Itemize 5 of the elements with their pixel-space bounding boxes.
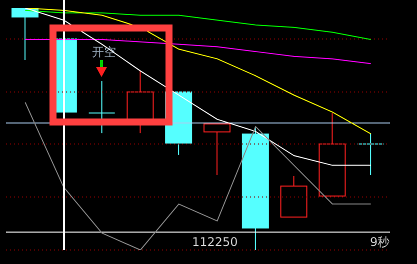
- candlestick: [357, 132, 384, 176]
- annotation: 开空: [92, 45, 116, 59]
- candlestick: [88, 80, 116, 134]
- annotation: 9秒: [370, 235, 390, 249]
- annotation: 112250: [192, 235, 238, 249]
